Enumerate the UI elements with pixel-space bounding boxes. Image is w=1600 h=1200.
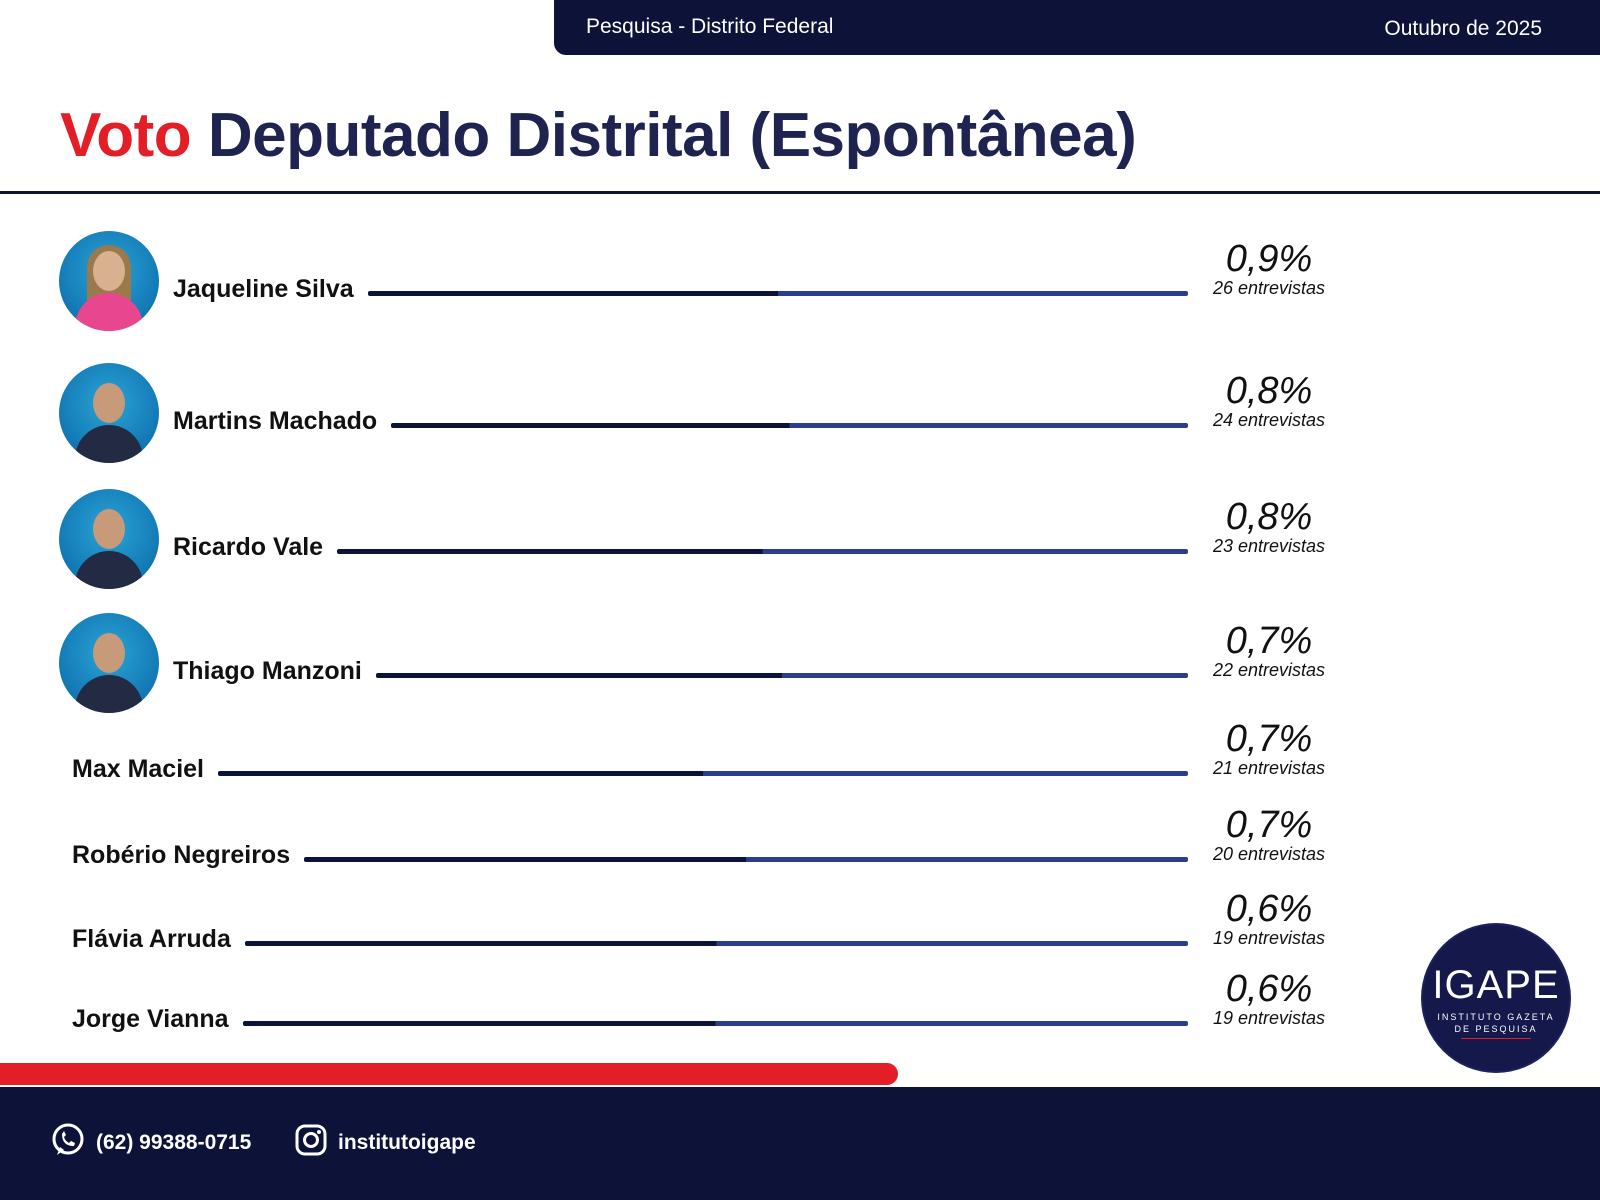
count-label: 23 entrevistas — [1212, 536, 1326, 556]
logo-underline — [1461, 1038, 1531, 1039]
count-label: 22 entrevistas — [1212, 660, 1326, 680]
bar-label: Jorge Vianna — [72, 1005, 229, 1033]
avatar-head — [93, 633, 125, 673]
logo-line2: DE PESQUISA — [1454, 1024, 1538, 1034]
data-label: 0,8% — [1225, 370, 1313, 412]
bar — [218, 771, 1188, 776]
avatar-head — [93, 251, 125, 291]
logo-brand: IGAPE — [1432, 963, 1560, 1007]
bar-label: Jaqueline Silva — [173, 275, 354, 303]
avatar-torso — [75, 293, 143, 331]
data-label: 0,7% — [1225, 620, 1313, 662]
avatar-torso — [75, 551, 143, 589]
data-label: 0,6% — [1225, 888, 1313, 930]
instagram-icon — [294, 1123, 338, 1163]
count-label: 20 entrevistas — [1212, 844, 1326, 864]
footer-instagram[interactable]: institutoigape — [294, 1123, 476, 1163]
count-label: 19 entrevistas — [1212, 1008, 1326, 1028]
woman-avatar-icon — [59, 231, 159, 331]
bar — [368, 291, 1188, 296]
footer: (62) 99388-0715 institutoigape — [0, 1087, 1600, 1200]
title-accent: Voto — [60, 101, 192, 170]
top-bar: Pesquisa - Distrito Federal Outubro de 2… — [554, 0, 1600, 55]
data-label: 0,7% — [1225, 804, 1313, 846]
footer-phone[interactable]: (62) 99388-0715 — [50, 1122, 252, 1164]
man-avatar-icon — [59, 613, 159, 713]
date-label: Outubro de 2025 — [1384, 17, 1542, 40]
avatar-head — [93, 509, 125, 549]
man-avatar-icon — [59, 489, 159, 589]
bar — [376, 673, 1188, 678]
data-label: 0,6% — [1225, 968, 1313, 1010]
data-label: 0,9% — [1225, 238, 1313, 280]
bar-label: Robério Negreiros — [72, 841, 291, 869]
data-label: 0,7% — [1225, 718, 1313, 760]
chart-area: Jaqueline Silva 0,9% 26 entrevistas Martins… — [59, 231, 1326, 1033]
logo-line1: INSTITUTO GAZETA — [1437, 1012, 1555, 1022]
bar-label: Ricardo Vale — [173, 533, 324, 561]
avatar-torso — [75, 675, 143, 713]
red-stripe — [0, 1063, 898, 1085]
bar-label: Flávia Arruda — [72, 925, 231, 953]
title-divider — [0, 191, 1600, 194]
igape-logo: IGAPE INSTITUTO GAZETA DE PESQUISA — [1423, 925, 1569, 1071]
title-rest: Deputado Distrital (Espontânea) — [207, 101, 1137, 170]
bar-label: Max Maciel — [72, 755, 205, 783]
count-label: 24 entrevistas — [1212, 410, 1326, 430]
count-label: 19 entrevistas — [1212, 928, 1326, 948]
bar-label: Martins Machado — [173, 407, 378, 435]
avatar-head — [93, 383, 125, 423]
bar — [337, 549, 1188, 554]
instagram-text: institutoigape — [338, 1131, 476, 1154]
survey-label: Pesquisa - Distrito Federal — [586, 15, 834, 38]
count-label: 21 entrevistas — [1212, 758, 1326, 778]
man-avatar-icon — [59, 363, 159, 463]
count-label: 26 entrevistas — [1212, 278, 1326, 298]
data-label: 0,8% — [1225, 496, 1313, 538]
whatsapp-icon — [50, 1122, 96, 1164]
phone-text: (62) 99388-0715 — [96, 1131, 252, 1154]
bar-label: Thiago Manzoni — [173, 657, 362, 685]
page-title: Voto Deputado Distrital (Espontânea) — [60, 100, 1137, 171]
bar — [304, 857, 1188, 862]
bar — [391, 423, 1188, 428]
bar — [245, 941, 1188, 946]
bar — [243, 1021, 1188, 1026]
avatar-torso — [75, 425, 143, 463]
